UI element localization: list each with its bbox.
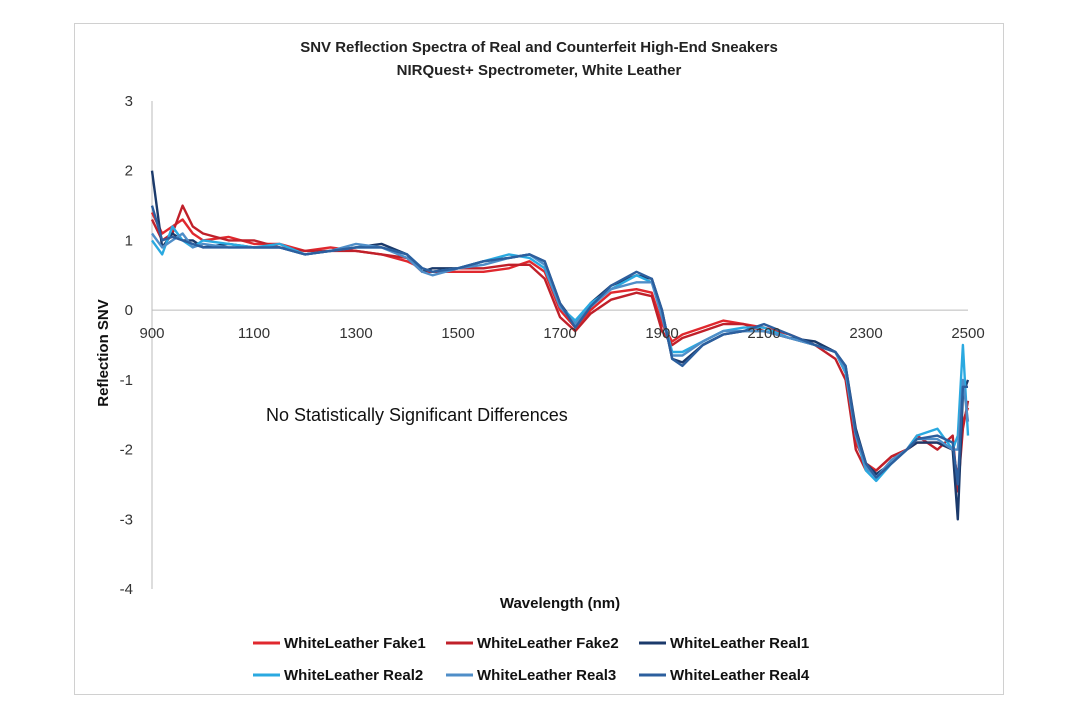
legend-label: WhiteLeather Real3 bbox=[477, 667, 616, 684]
series-line bbox=[151, 225, 970, 483]
x-tick-label: 900 bbox=[139, 325, 164, 342]
y-tick-label: 1 bbox=[125, 232, 133, 249]
chart-title: SNV Reflection Spectra of Real and Count… bbox=[300, 39, 778, 56]
x-tick-label: 1300 bbox=[339, 325, 372, 342]
series-line bbox=[150, 211, 970, 479]
y-tick-label: -4 bbox=[120, 581, 133, 598]
legend-label: WhiteLeather Fake1 bbox=[284, 635, 426, 652]
legend-label: WhiteLeather Real1 bbox=[670, 635, 809, 652]
x-tick-label: 2100 bbox=[747, 325, 780, 342]
tick-labels: 3 2 1 0 -1 -2 -3 -4 900 1100 1300 1500 1700 1900 2100 2… bbox=[120, 93, 985, 598]
axes bbox=[151, 101, 968, 589]
series-line bbox=[150, 170, 970, 521]
x-tick-label: 1500 bbox=[441, 325, 474, 342]
x-tick-label: 1700 bbox=[543, 325, 576, 342]
chart-annotation: No Statistically Significant Differences bbox=[266, 405, 568, 425]
y-axis-title: Reflection SNV bbox=[95, 299, 112, 407]
y-tick-label: -3 bbox=[120, 511, 133, 528]
series-lines bbox=[150, 170, 970, 521]
x-tick-label: 1900 bbox=[645, 325, 678, 342]
chart-subtitle: NIRQuest+ Spectrometer, White Leather bbox=[397, 62, 682, 79]
x-tick-label: 2500 bbox=[951, 325, 984, 342]
series-line bbox=[150, 205, 968, 486]
y-tick-label: 3 bbox=[125, 93, 133, 110]
legend-label: WhiteLeather Real2 bbox=[284, 667, 423, 684]
y-tick-label: -2 bbox=[120, 442, 133, 459]
series-line bbox=[151, 232, 970, 479]
x-tick-label: 2300 bbox=[849, 325, 882, 342]
legend-label: WhiteLeather Real4 bbox=[670, 667, 810, 684]
x-tick-label: 1100 bbox=[238, 325, 270, 342]
y-tick-label: -1 bbox=[120, 372, 133, 389]
y-tick-label: 2 bbox=[125, 163, 133, 180]
x-axis-title: Wavelength (nm) bbox=[500, 595, 620, 612]
legend-label: WhiteLeather Fake2 bbox=[477, 635, 619, 652]
chart-frame bbox=[74, 23, 1004, 695]
legend: WhiteLeather Fake1 WhiteLeather Fake2 Whit… bbox=[253, 635, 810, 684]
y-tick-label: 0 bbox=[125, 302, 133, 319]
